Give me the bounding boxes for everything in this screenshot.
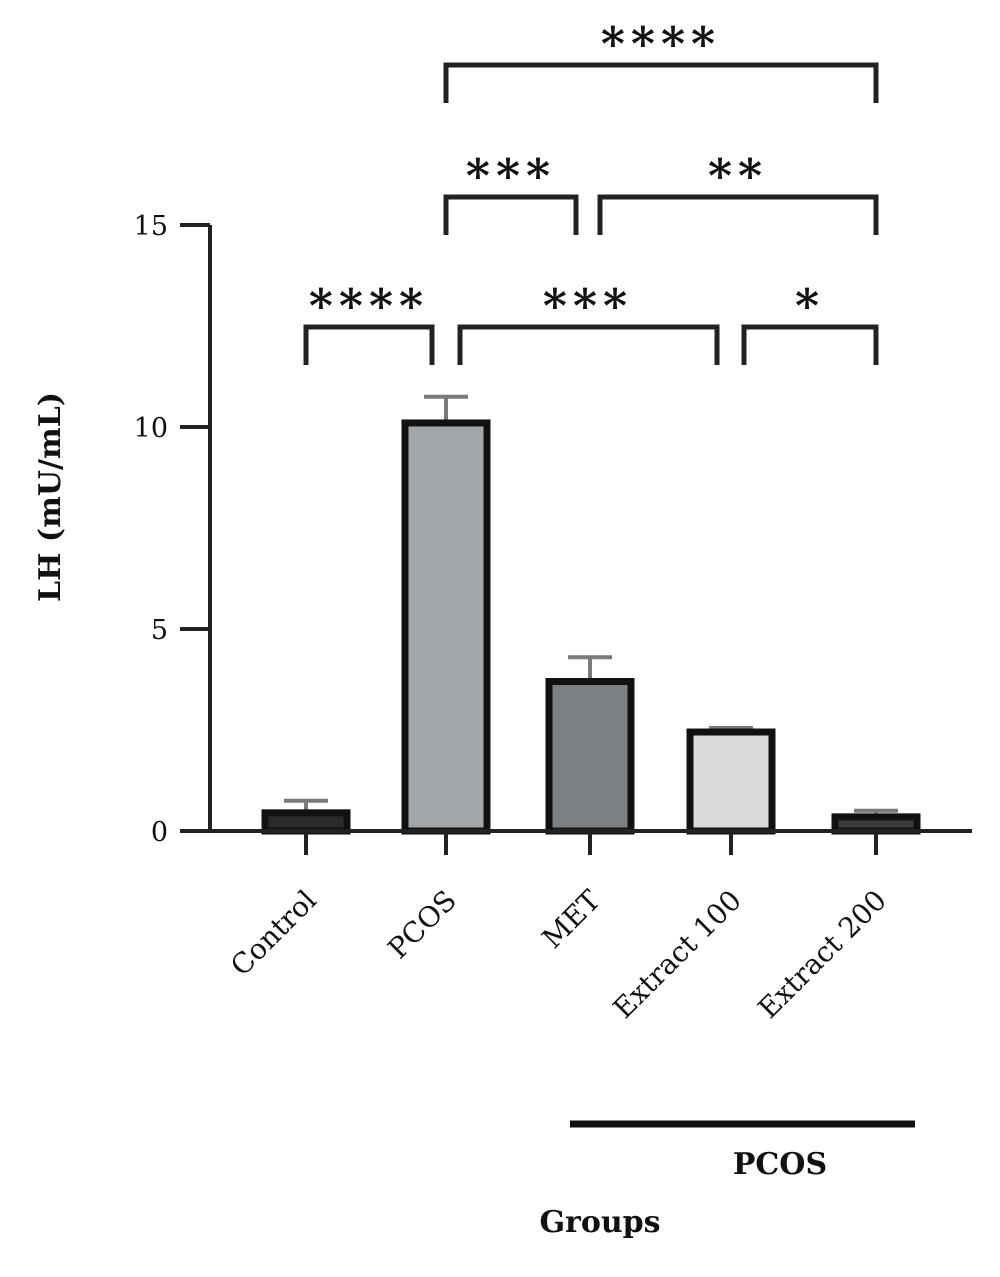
- significance-layer: **** *** **** ******: [303, 17, 879, 365]
- significance-label-3: ***: [466, 149, 556, 203]
- x-category-label-3: Extract 100: [607, 884, 748, 1025]
- bar-control: [261, 809, 351, 835]
- significance-bracket-3: [443, 194, 579, 235]
- bar-pcos: [401, 419, 491, 835]
- bars-layer: [261, 394, 921, 835]
- significance-label-2: *: [795, 279, 825, 333]
- y-tick-label-10: 10: [134, 413, 168, 444]
- significance-bracket-4: [597, 194, 879, 235]
- x-category-label-4: Extract 200: [752, 884, 893, 1025]
- significance-bracket-2: [741, 324, 879, 365]
- x-category-label-1: PCOS: [381, 884, 463, 966]
- bar-met: [545, 678, 635, 835]
- significance-bracket-5: [443, 62, 879, 103]
- significance-bracket-0: [303, 324, 435, 365]
- y-axis-title: LH (mU/mL): [33, 392, 68, 602]
- y-tick-label-5: 5: [151, 615, 168, 646]
- significance-label-1: ***: [543, 279, 633, 333]
- bar-extract-100: [686, 728, 776, 835]
- significance-label-4: **: [708, 149, 768, 203]
- significance-label-0: ****: [309, 279, 429, 333]
- y-tick-label-0: 0: [151, 817, 168, 848]
- axes-layer: 0 5 10 15: [134, 211, 972, 855]
- bar-extract-200: [831, 813, 921, 835]
- x-category-label-2: MET: [536, 883, 607, 954]
- significance-label-5: ****: [601, 17, 721, 71]
- significance-bracket-1: [457, 324, 720, 365]
- x-category-label-0: Control: [224, 884, 323, 983]
- group-label: PCOS: [733, 1147, 827, 1182]
- x-axis-title: Groups: [539, 1205, 660, 1240]
- y-tick-label-15: 15: [134, 211, 168, 242]
